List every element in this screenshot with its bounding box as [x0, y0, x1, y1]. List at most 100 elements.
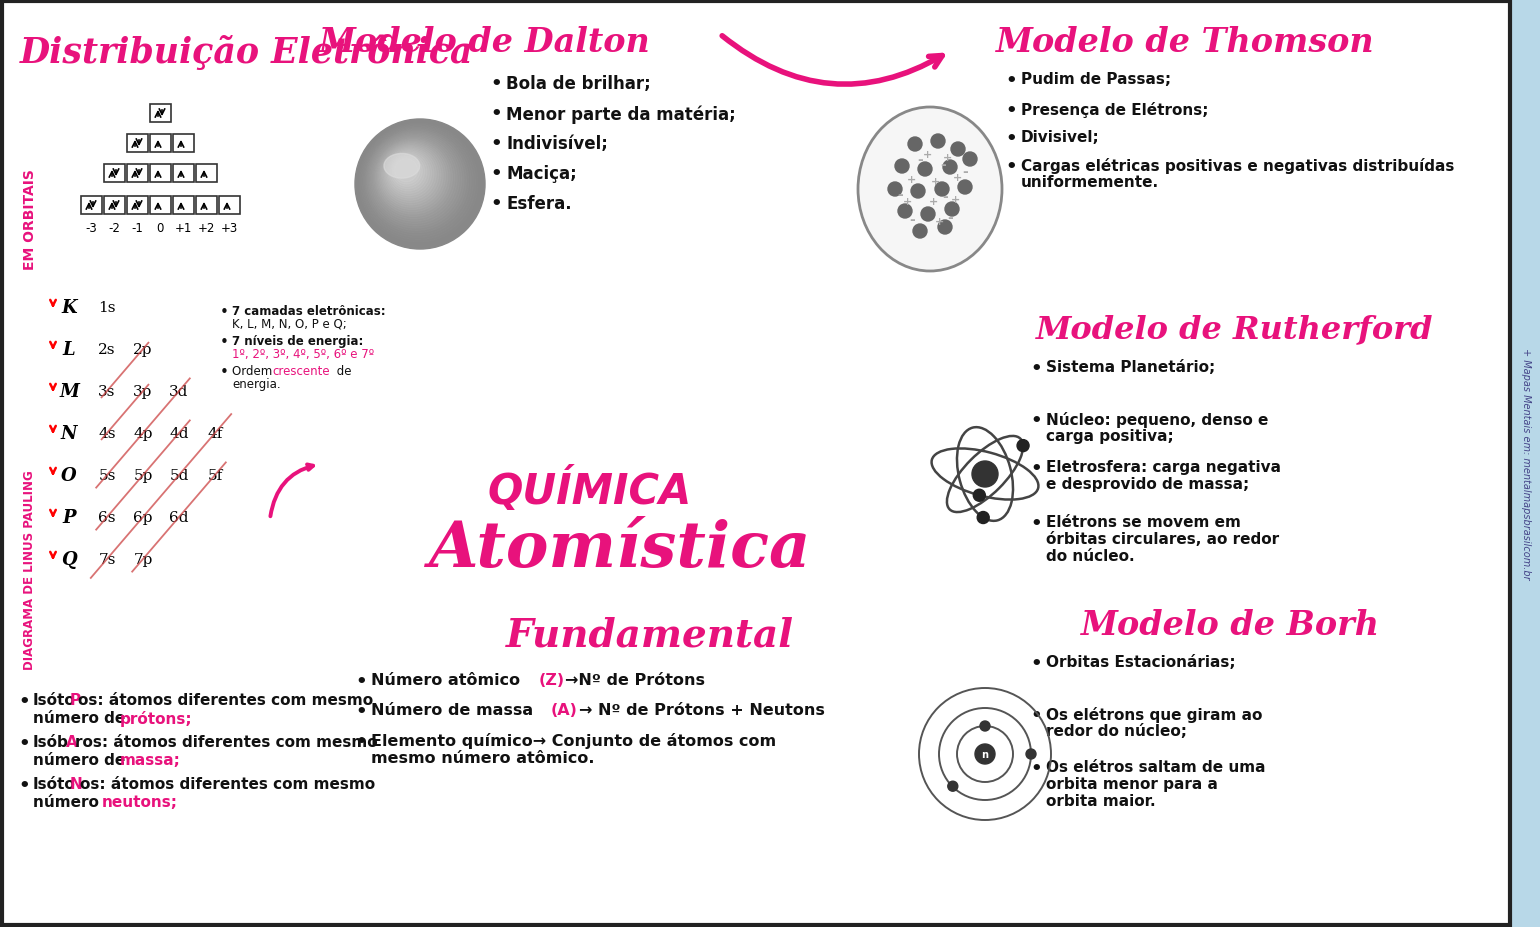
Bar — [219, 197, 240, 215]
Text: DIAGRAMA DE LINUS PAULING: DIAGRAMA DE LINUS PAULING — [23, 470, 37, 669]
Circle shape — [391, 157, 422, 187]
Circle shape — [376, 140, 450, 215]
Text: Sistema Planetário;: Sistema Planetário; — [1046, 360, 1215, 375]
Text: Núcleo: pequeno, denso e: Núcleo: pequeno, denso e — [1046, 412, 1269, 427]
Text: órbitas circulares, ao redor: órbitas circulares, ao redor — [1046, 531, 1280, 546]
Text: prótons;: prótons; — [120, 710, 192, 726]
Text: + Mapas Mentais em: mentalmapsbrasilcom.br: + Mapas Mentais em: mentalmapsbrasilcom.… — [1522, 348, 1531, 579]
Text: •: • — [490, 195, 502, 213]
Text: Atomística: Atomística — [428, 519, 812, 580]
Bar — [103, 197, 125, 215]
Text: 2s: 2s — [99, 343, 116, 357]
Text: •: • — [1006, 158, 1016, 176]
Text: Ordem: Ordem — [233, 364, 276, 377]
Text: Cargas elétricas positivas e negativas distribuídas: Cargas elétricas positivas e negativas d… — [1021, 158, 1454, 174]
Text: -: - — [909, 213, 915, 227]
Text: Q: Q — [62, 551, 77, 568]
Circle shape — [362, 127, 473, 238]
Text: →Nº de Prótons: →Nº de Prótons — [565, 672, 705, 687]
Text: Os elétrons que giram ao: Os elétrons que giram ao — [1046, 706, 1263, 722]
Text: •: • — [1030, 514, 1041, 532]
Circle shape — [942, 160, 956, 175]
Text: uniformemente.: uniformemente. — [1021, 175, 1160, 190]
Text: Isóto: Isóto — [32, 776, 75, 791]
Text: -: - — [942, 190, 949, 204]
Circle shape — [371, 136, 457, 222]
Circle shape — [935, 183, 949, 197]
Text: 0: 0 — [157, 222, 163, 235]
Bar — [149, 165, 171, 183]
Bar — [126, 197, 148, 215]
Text: -3: -3 — [85, 222, 97, 235]
Text: Elemento químico→ Conjunto de átomos com: Elemento químico→ Conjunto de átomos com — [371, 732, 776, 748]
Circle shape — [365, 130, 468, 234]
Text: +: + — [930, 177, 939, 187]
Circle shape — [972, 462, 998, 488]
Text: Maciça;: Maciça; — [507, 165, 578, 183]
Bar — [149, 105, 171, 123]
Circle shape — [912, 184, 926, 198]
Text: EM ORBITAIS: EM ORBITAIS — [23, 170, 37, 270]
Circle shape — [356, 121, 482, 248]
Bar — [196, 197, 217, 215]
Circle shape — [979, 721, 990, 731]
Circle shape — [889, 183, 902, 197]
Text: •: • — [490, 134, 502, 153]
Text: 5d: 5d — [169, 468, 189, 482]
Circle shape — [962, 153, 976, 167]
Circle shape — [360, 125, 476, 240]
Text: Bola de brilhar;: Bola de brilhar; — [507, 75, 651, 93]
Text: +: + — [907, 175, 916, 184]
Circle shape — [377, 142, 448, 212]
Text: 3d: 3d — [169, 385, 189, 399]
Text: Distribuição Eletrônica: Distribuição Eletrônica — [20, 34, 473, 70]
Bar — [1512, 0, 1540, 927]
Circle shape — [946, 203, 959, 217]
Circle shape — [909, 138, 922, 152]
Text: Os elétros saltam de uma: Os elétros saltam de uma — [1046, 759, 1266, 774]
Text: +2: +2 — [197, 222, 214, 235]
Circle shape — [393, 158, 420, 184]
Text: Isóto: Isóto — [32, 692, 75, 707]
Bar — [103, 165, 125, 183]
Text: 3p: 3p — [134, 385, 152, 399]
Text: •: • — [490, 75, 502, 93]
Text: Modelo de Borh: Modelo de Borh — [1081, 609, 1380, 641]
Bar — [80, 197, 102, 215]
Text: •: • — [356, 703, 367, 720]
Text: mesmo número atômico.: mesmo número atômico. — [371, 750, 594, 765]
Circle shape — [947, 781, 958, 792]
Ellipse shape — [858, 108, 1003, 272]
Circle shape — [388, 153, 430, 194]
Text: energia.: energia. — [233, 377, 280, 390]
Text: → Nº de Prótons + Neutons: → Nº de Prótons + Neutons — [579, 703, 825, 717]
Text: Presença de Elétrons;: Presença de Elétrons; — [1021, 102, 1209, 118]
Text: número de: número de — [32, 752, 131, 768]
Bar — [196, 165, 217, 183]
Text: •: • — [220, 335, 229, 349]
Text: A: A — [66, 734, 77, 749]
Circle shape — [973, 489, 986, 502]
Text: 4s: 4s — [99, 426, 116, 440]
Text: •: • — [490, 105, 502, 123]
Circle shape — [895, 159, 909, 174]
Text: número de: número de — [32, 710, 131, 725]
Text: Esfera.: Esfera. — [507, 195, 571, 213]
Text: os: átomos diferentes com mesmo: os: átomos diferentes com mesmo — [80, 776, 376, 791]
Text: Elétrons se movem em: Elétrons se movem em — [1046, 514, 1241, 529]
Text: •: • — [1030, 460, 1041, 477]
Text: K: K — [62, 298, 77, 317]
Text: Modelo de Rutherford: Modelo de Rutherford — [1036, 314, 1434, 345]
Text: P: P — [69, 692, 82, 707]
Circle shape — [391, 156, 425, 189]
Circle shape — [382, 147, 439, 203]
Text: +: + — [904, 197, 913, 207]
Circle shape — [938, 221, 952, 235]
Circle shape — [975, 744, 995, 764]
Text: Isób: Isób — [32, 734, 69, 749]
Text: de: de — [333, 364, 351, 377]
Text: Fundamental: Fundamental — [507, 616, 795, 654]
Circle shape — [921, 208, 935, 222]
Text: L: L — [63, 340, 75, 359]
Circle shape — [932, 134, 946, 149]
